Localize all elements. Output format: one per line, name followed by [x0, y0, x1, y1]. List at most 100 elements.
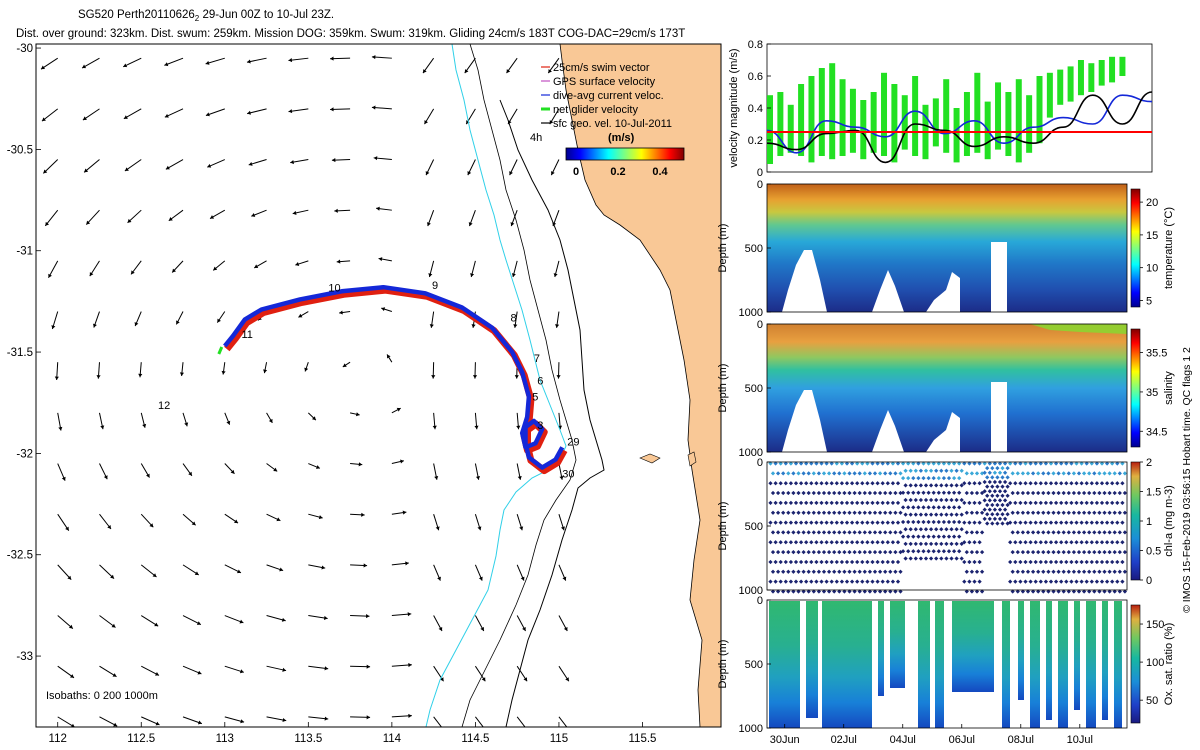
chl-sample — [969, 589, 975, 594]
chl-sample — [1112, 549, 1117, 555]
chl-sample — [1112, 569, 1117, 574]
chl-sample — [837, 589, 842, 594]
net-glider-bar — [767, 95, 773, 164]
chl-sample — [875, 559, 880, 565]
chl-sample — [1102, 510, 1107, 515]
chl-sample — [821, 490, 827, 496]
chl-sample — [798, 500, 804, 506]
chl-sample — [783, 500, 788, 506]
chl-sample — [941, 519, 947, 525]
chl-sample — [1030, 490, 1036, 496]
chl-sample — [898, 530, 903, 535]
chl-sample — [962, 520, 967, 525]
chl-sample — [1081, 510, 1087, 515]
chl-sample — [837, 569, 842, 574]
chl-sample — [872, 530, 878, 535]
chl-sample — [893, 589, 898, 594]
chl-sample — [934, 512, 939, 517]
chl-sample — [852, 549, 857, 555]
chl-sample — [1041, 549, 1046, 555]
chl-sample — [829, 500, 834, 506]
chl-sample — [957, 534, 962, 539]
chl-sample — [1013, 559, 1018, 565]
geo-velocity-arrowhead — [523, 677, 528, 682]
chl-sample — [814, 500, 819, 506]
chl-sample — [1097, 490, 1102, 496]
chl-sample — [928, 512, 934, 517]
geo-velocity-arrowhead — [127, 218, 132, 223]
chl-sample — [1102, 490, 1107, 496]
chl-sample — [872, 549, 878, 555]
chl-sample — [1043, 481, 1049, 486]
day-label: 29 — [567, 436, 579, 448]
chl-sample — [885, 461, 890, 466]
chl-sample — [786, 490, 791, 496]
chl-sample — [1015, 589, 1020, 594]
chl-sample — [1010, 490, 1015, 496]
chl-sample — [814, 481, 819, 486]
chl-sample — [829, 540, 834, 545]
chl-sample — [926, 519, 931, 525]
geo-velocity-arrowhead — [184, 422, 189, 427]
chl-sample — [936, 519, 941, 525]
chl-sample — [783, 559, 788, 565]
oxygen-profile-block — [918, 601, 930, 728]
geo-velocity-arrowhead — [422, 69, 427, 74]
net-glider-bar — [829, 63, 836, 160]
depth-tick-label: 500 — [745, 243, 763, 255]
chl-sample — [811, 549, 816, 555]
chl-sample — [990, 484, 995, 489]
chl-sample — [770, 569, 776, 574]
chl-sample — [1059, 461, 1064, 466]
geo-velocity-arrowhead — [70, 674, 75, 678]
net-glider-bar — [881, 72, 888, 156]
chl-sample — [1028, 559, 1033, 565]
chl-sample — [906, 505, 911, 510]
chl-sample — [862, 510, 867, 515]
oxygen-profile-block — [1002, 601, 1010, 728]
geo-velocity-arrowhead — [365, 614, 370, 619]
geo-velocity-arrowhead — [311, 416, 316, 421]
net-glider-bar — [1036, 76, 1043, 144]
chl-sample — [982, 507, 987, 512]
chl-sample — [844, 579, 850, 584]
net-glider-bar — [1067, 66, 1074, 102]
chl-sample — [1000, 512, 1005, 517]
map-y-tick-label: -32 — [16, 448, 33, 460]
chl-sample — [1120, 540, 1125, 545]
chl-sample — [770, 490, 776, 496]
geo-velocity-arrowhead — [111, 623, 116, 628]
chl-sample — [1110, 579, 1115, 584]
chl-sample — [821, 510, 827, 515]
chl-sample — [964, 589, 969, 594]
geo-velocity-arrowhead — [298, 313, 303, 318]
chl-sample — [773, 500, 778, 506]
chl-sample — [1051, 549, 1056, 555]
chl-sample — [816, 589, 822, 594]
net-glider-bar — [1119, 56, 1126, 76]
chl-sample — [821, 471, 827, 476]
chl-sample — [1043, 579, 1049, 584]
chl-sample — [903, 512, 908, 517]
geo-velocity-arrowhead — [555, 324, 560, 328]
chl-sample — [829, 579, 834, 584]
chl-sample — [857, 549, 862, 555]
chl-sample — [1036, 510, 1041, 515]
chl-sample — [957, 549, 962, 554]
chl-sample — [1033, 540, 1038, 545]
chl-sample — [1013, 500, 1018, 506]
chl-sample — [946, 549, 952, 554]
chl-sample — [913, 512, 918, 517]
chl-sample — [1008, 461, 1013, 466]
chl-sample — [860, 481, 865, 486]
chl-sample — [1015, 569, 1020, 574]
chl-sample — [1005, 502, 1010, 508]
chl-sample — [900, 519, 906, 525]
velocity-ylabel: velocity magnitude (m/s) — [728, 48, 740, 167]
chl-sample — [911, 534, 916, 539]
chl-sample — [1094, 579, 1100, 584]
chl-sample — [1023, 481, 1028, 486]
chl-sample — [1079, 520, 1084, 525]
chl-sample — [849, 540, 855, 545]
chl-sample — [1061, 589, 1066, 594]
